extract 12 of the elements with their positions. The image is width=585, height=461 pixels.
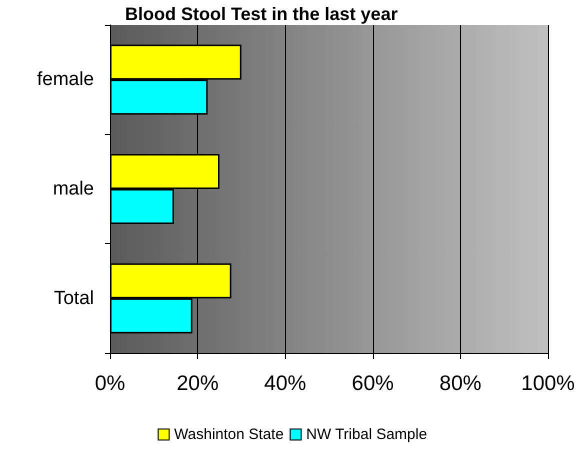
- x-tick-label: 40%: [264, 372, 306, 395]
- legend-label: NW Tribal Sample: [306, 426, 428, 443]
- chart-title: Blood Stool Test in the last year: [125, 4, 398, 24]
- x-tick-label: 60%: [352, 372, 394, 395]
- x-tick-label: 80%: [439, 372, 482, 395]
- y-tick-label: male: [52, 178, 94, 200]
- y-tick-label: female: [36, 69, 94, 90]
- x-tick-label: 20%: [176, 372, 219, 395]
- legend-label: Washinton State: [174, 426, 284, 443]
- x-tick-label: 100%: [521, 372, 575, 395]
- x-tick-label: 0%: [94, 372, 126, 395]
- y-tick-label: Total: [54, 288, 94, 309]
